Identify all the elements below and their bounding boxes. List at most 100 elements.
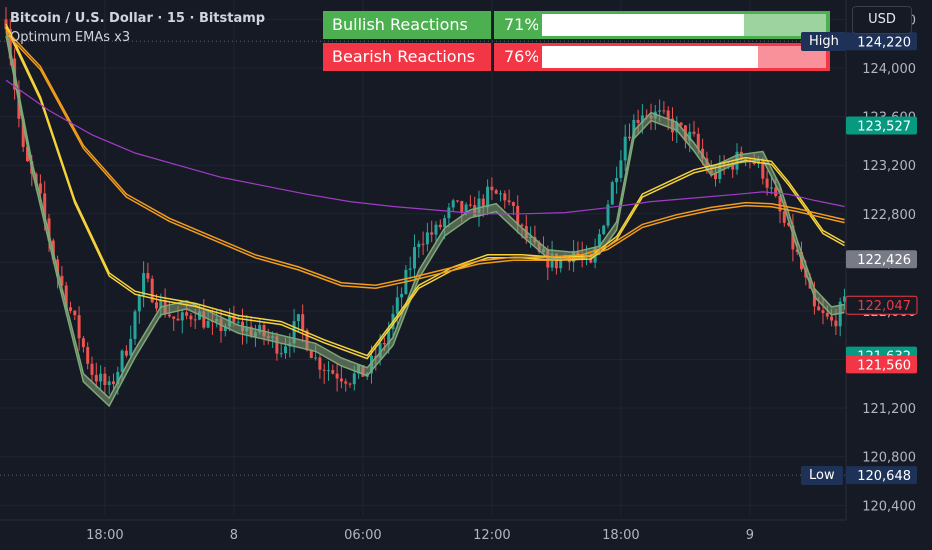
candle-body [494,190,498,194]
candle-body [301,314,305,331]
candle-body [507,200,511,203]
candle-body [77,315,81,339]
candle-body [610,182,614,205]
candle [107,376,111,395]
candle-body [443,218,447,228]
candle [331,364,335,375]
candle-body [202,311,206,328]
candle-body [787,222,791,226]
candle-body [318,357,322,370]
candle-body [21,118,25,147]
candle-body [47,218,51,241]
candle-body [714,173,717,180]
price-label-bg [846,250,917,269]
bullish-reactions-bar [538,11,830,39]
time-tick-label: 9 [746,528,754,543]
candle-body [64,285,68,308]
candle-body [413,247,416,269]
candle-body [133,311,137,339]
currency-button[interactable]: USD [852,6,912,34]
candle [400,287,404,311]
candle-body [619,160,623,178]
price-tick-label: 123,200 [862,159,916,174]
candle [124,345,128,358]
candle-body [481,198,485,208]
candle [456,200,459,203]
candle-body [692,131,696,134]
price-tick-label: 122,800 [862,208,916,223]
candle-body [155,302,158,309]
candle-body [645,115,649,117]
candle [327,361,330,381]
price-tick-label: 121,200 [862,402,916,417]
candle-body [103,373,107,386]
candle-body [597,234,601,248]
candle [692,120,696,137]
candle-body [90,363,94,375]
candle-body [129,338,133,356]
candle-body [120,350,124,372]
candle-body [602,225,606,235]
candle-body [425,232,429,245]
candle [769,177,773,195]
candle [507,189,511,206]
candle-body [623,136,627,161]
candle-body [468,204,472,206]
indicator-label[interactable]: Optimum EMAs x3 [10,30,131,45]
candle-body [688,131,692,141]
candle-body [843,296,846,302]
candle-body [400,293,404,298]
candle [434,221,438,244]
candle-body [344,381,348,384]
candle-body [99,373,103,382]
candle-body [107,381,111,386]
candle-body [378,343,382,358]
low-value-text: 120,648 [857,469,911,484]
time-axis: 18:00 8 06:00 12:00 18:00 9 [0,519,846,543]
candle [86,342,90,370]
candle-body [817,306,821,311]
candle [606,199,610,229]
candle-body [434,224,438,235]
candle [791,213,795,262]
candle-body [666,110,670,119]
candle-body [284,346,287,354]
ema-mid-line-upper [5,23,845,357]
candle-body [774,187,778,197]
candle-body [339,378,343,382]
high-value-text: 124,220 [857,35,911,50]
candle [662,101,666,115]
candle-body [511,202,515,206]
price-axis-bg [846,0,932,550]
high-marker-label: High [801,32,847,52]
candle [615,166,619,194]
candle-body [503,193,507,201]
candle [236,316,240,325]
price-label-text: 123,527 [857,119,911,134]
candle [765,170,769,196]
candle [417,240,421,258]
candle-body [761,160,765,179]
candle-body [658,110,662,112]
chart-legend: Bitcoin / U.S. Dollar · 15 · Bitstamp Op… [10,9,265,47]
ema-mid-line-lower [5,26,845,360]
candle [129,325,133,359]
candle-body [499,193,502,195]
price-label-text: 122,426 [857,253,911,268]
candle-body [94,374,98,382]
bearish-reactions-label: Bearish Reactions [323,43,491,71]
candle-body [769,187,773,189]
candle-body [116,371,120,385]
candle [344,378,348,392]
candle-body [86,347,90,364]
symbol-title[interactable]: Bitcoin / U.S. Dollar · 15 · Bitstamp [10,11,266,26]
candle [499,190,502,202]
candle-body [636,119,640,123]
candle-body [146,273,150,279]
price-label: 122,426 [846,250,917,269]
candle-body [696,133,700,149]
candle-body [206,320,210,328]
candle [421,231,425,255]
candle-body [189,315,193,320]
